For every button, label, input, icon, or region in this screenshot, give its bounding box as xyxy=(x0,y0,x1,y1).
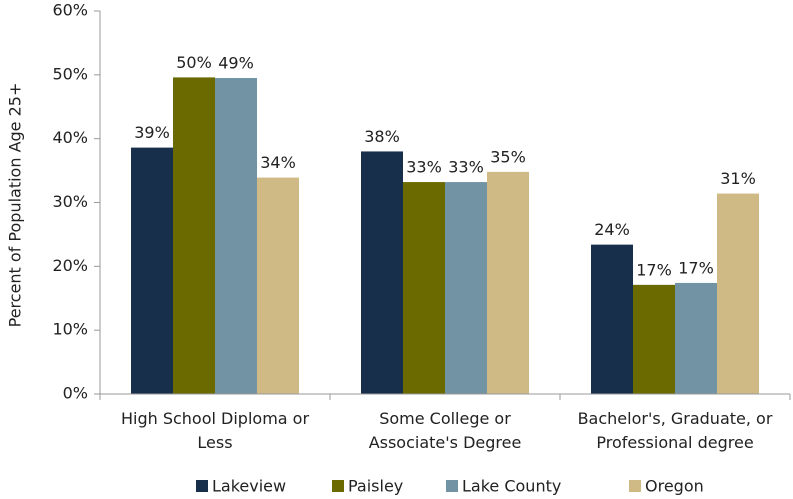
data-label: 35% xyxy=(490,147,526,166)
bar xyxy=(215,78,257,395)
bar xyxy=(131,147,173,394)
bar xyxy=(257,177,299,394)
data-label: 33% xyxy=(448,158,484,177)
legend-swatch xyxy=(196,480,208,492)
data-label: 38% xyxy=(364,127,400,146)
y-tick-label: 20% xyxy=(52,256,88,275)
y-tick-label: 60% xyxy=(52,1,88,20)
y-tick-label: 40% xyxy=(52,128,88,147)
bar xyxy=(445,182,487,394)
data-label: 17% xyxy=(678,258,714,277)
bar xyxy=(591,244,633,394)
bar xyxy=(633,284,675,394)
legend-label: Paisley xyxy=(348,477,403,496)
legend-label: Lakeview xyxy=(212,477,286,496)
bar xyxy=(717,193,759,394)
legend-swatch xyxy=(446,480,458,492)
data-label: 33% xyxy=(406,158,442,177)
y-tick-label: 30% xyxy=(52,192,88,211)
data-label: 49% xyxy=(218,54,254,73)
x-tick-label: Bachelor's, Graduate, or Professional de… xyxy=(577,409,773,452)
data-label: 39% xyxy=(134,123,170,142)
legend-swatch xyxy=(629,480,641,492)
x-tick-label: Some College or Associate's Degree xyxy=(368,409,522,452)
data-label: 50% xyxy=(176,53,212,72)
y-axis-label: Percent of Population Age 25+ xyxy=(6,83,25,328)
y-tick-label: 50% xyxy=(52,64,88,83)
data-label: 24% xyxy=(594,220,630,239)
legend-swatch xyxy=(332,480,344,492)
y-tick-label: 10% xyxy=(52,320,88,339)
legend-label: Oregon xyxy=(645,477,704,496)
bar xyxy=(173,77,215,395)
bar xyxy=(675,282,717,394)
x-tick-label: High School Diploma or Less xyxy=(120,409,310,452)
y-tick-label: 0% xyxy=(63,384,88,403)
data-label: 17% xyxy=(636,260,672,279)
bar xyxy=(361,151,403,394)
bar xyxy=(403,182,445,394)
bar xyxy=(487,171,529,394)
data-label: 34% xyxy=(260,153,296,172)
data-label: 31% xyxy=(720,169,756,188)
legend-label: Lake County xyxy=(462,477,561,496)
